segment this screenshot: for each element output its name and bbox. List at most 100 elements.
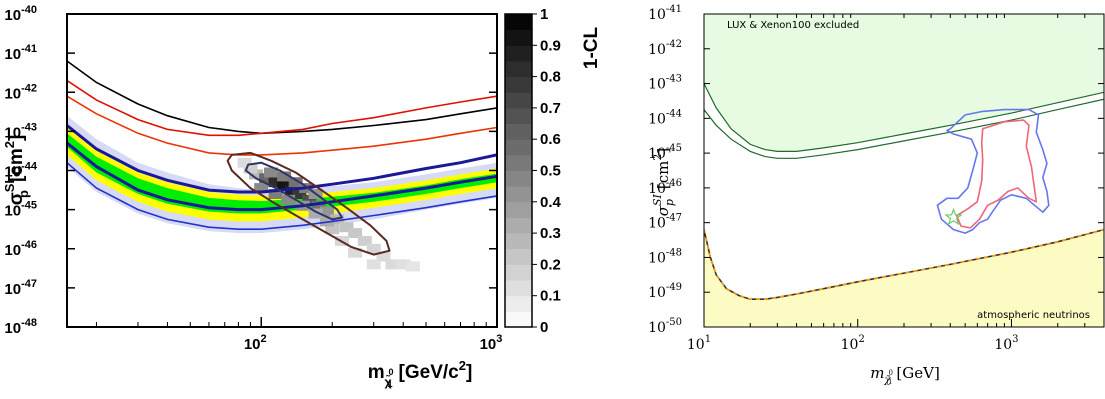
x-tick-label: 103 (480, 333, 503, 353)
y-tick-label: 10-50 (648, 317, 682, 336)
heatmap-cell (366, 259, 381, 270)
colorbar-step (505, 76, 532, 93)
exclusion-limit-line (704, 83, 1104, 152)
y-tick-label: 10-42 (648, 39, 682, 58)
confidence-contour (244, 161, 343, 221)
y-tick-label: 10-49 (648, 282, 682, 301)
heatmap-cell (281, 194, 296, 205)
colorbar-step (505, 60, 532, 77)
colorbar-step (505, 233, 532, 250)
colorbar-step (505, 280, 532, 297)
colorbar-tick-label: 0.8 (540, 69, 561, 86)
heatmap-cell (348, 247, 363, 258)
y-tick-label: 10-46 (4, 239, 37, 259)
colorbar-step (505, 295, 532, 312)
left-y-axis-label: σSIp[cm2] (2, 135, 31, 206)
y-tick-label: 10-47 (4, 278, 37, 298)
y-tick-label: 10-41 (648, 4, 682, 23)
annotation-neutrinos: atmospheric neutrinos (977, 310, 1090, 321)
svg-text:mχ̃01[GeV]: mχ̃0 1 [GeV] (870, 364, 940, 386)
heatmap-cell (302, 194, 317, 205)
y-tick-label: 10-40 (4, 4, 37, 24)
limit-curve (67, 60, 497, 135)
likelihood-contour (955, 119, 1038, 229)
heatmap-cell (320, 206, 334, 217)
y-tick-label: 10-41 (4, 43, 37, 63)
y-tick-label: 10-43 (648, 74, 682, 93)
y-tick-label: 10-46 (648, 178, 682, 197)
heatmap-cell (311, 200, 326, 211)
x-tick-label: 103 (994, 334, 1018, 353)
colorbar-step (505, 139, 532, 156)
svg-text:σSIp[cm2]: σSIp[cm2] (651, 148, 676, 217)
colorbar-step (505, 123, 532, 140)
colorbar-tick-label: 0.9 (540, 37, 561, 54)
heatmap-cell (396, 259, 411, 270)
colorbar-tick-label: 0.5 (540, 163, 561, 180)
heatmap-cell (249, 169, 263, 180)
colorbar-step (505, 92, 532, 109)
heatmap-cell (308, 208, 323, 219)
heatmap-cell (292, 189, 307, 199)
colorbar-step (505, 201, 532, 218)
y-tick-label: 10-45 (4, 200, 37, 220)
y-tick-label: 10-44 (4, 161, 37, 181)
colorbar-step (505, 217, 532, 234)
colorbar-step (505, 170, 532, 187)
limit-curve (67, 124, 497, 194)
neutrino-floor-line (704, 228, 1104, 300)
heatmap-cell (339, 222, 354, 233)
x-tick-label: 102 (244, 333, 267, 353)
colorbar-tick-label: 0.4 (540, 194, 562, 211)
right-y-axis-label: σSIp[cm2] (651, 148, 676, 217)
colorbar-tick-label: 0 (540, 319, 548, 336)
heatmap-cell (357, 235, 372, 246)
heatmap-cell (376, 251, 391, 262)
y-tick-label: 10-45 (648, 143, 682, 162)
y-tick-label: 10-47 (648, 213, 682, 232)
limit-curve (67, 162, 497, 230)
excluded-region (704, 14, 1104, 152)
heatmap-cell (237, 157, 252, 168)
svg-text:mχ̃01[GeV/c2]: mχ̃0 1[GeV/c2] (368, 358, 473, 389)
heatmap-cell (268, 189, 283, 199)
y-tick-label: 10-42 (4, 82, 37, 102)
colorbar-step (505, 45, 532, 62)
x-tick-label: 101 (687, 334, 711, 353)
confidence-contour (226, 151, 391, 256)
heatmap-cell (264, 167, 278, 178)
limit-curve (67, 79, 497, 137)
right-chart-panel: 10-41 10-42 10-43 10-44 10-45 10-46 10-47 10-48… (648, 4, 1105, 386)
likelihood-contour (936, 108, 1050, 234)
colorbar-step (505, 248, 532, 265)
left-chart-panel: 10-40 10-41 10-42 10-43 10-44 10-45 10-46 10-47… (2, 4, 602, 389)
left-x-axis-label: mχ̃0 1[GeV/c2] (368, 358, 473, 389)
heatmap-cell (288, 177, 303, 188)
y-tick-label: 10-43 (4, 121, 37, 141)
colorbar-tick-label: 0.3 (540, 225, 561, 242)
y-tick-label: 10-48 (4, 317, 37, 337)
colorbar-step (505, 264, 532, 281)
colorbar-step (505, 107, 532, 124)
colorbar-step (505, 186, 532, 203)
heatmap-cell (366, 243, 381, 254)
colorbar-step (505, 154, 532, 171)
svg-text:σSIp[cm2]: σSIp[cm2] (2, 135, 31, 206)
colorbar-step (505, 14, 532, 31)
annotation-excluded: LUX & Xenon100 excluded (727, 20, 859, 31)
limit-curve (67, 141, 497, 212)
colorbar-label: 1-CL (581, 27, 602, 70)
colorbar-step (505, 311, 532, 328)
colorbar-tick-label: 0.6 (540, 131, 561, 148)
y-tick-label: 10-44 (648, 108, 682, 127)
heatmap-cell (243, 163, 258, 174)
colorbar-tick-label: 0.2 (540, 256, 561, 273)
best-fit-star-marker (944, 207, 963, 226)
limit-curve (67, 95, 497, 156)
heatmap-cell (405, 261, 420, 272)
colorbar-step (505, 29, 532, 46)
right-x-axis-label: mχ̃0 1 [GeV] (870, 364, 940, 386)
heatmap-cell (348, 228, 363, 239)
colorbar-tick-label: 1 (540, 6, 548, 23)
